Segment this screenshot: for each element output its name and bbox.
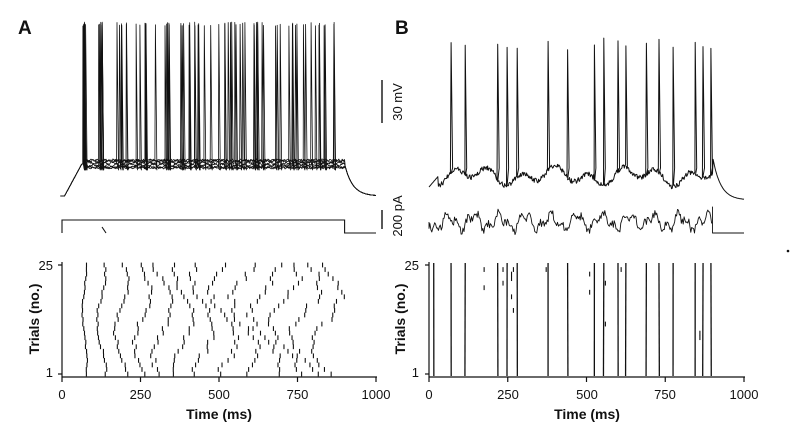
panel-b-axes: 25 1 0 250 500 750 1000 Time (ms) Trials… bbox=[392, 258, 758, 422]
noise-current-line bbox=[428, 206, 744, 236]
panel-a-xtick-250: 250 bbox=[130, 387, 152, 402]
voltage-trace-line bbox=[60, 21, 376, 197]
voltage-scale-label: 30 mV bbox=[390, 83, 405, 121]
panel-b-xtick-250: 250 bbox=[497, 387, 519, 402]
panel-a-stimulus-trace bbox=[61, 219, 376, 234]
panel-a-xtick-0: 0 bbox=[58, 387, 65, 402]
panel-b-voltage-trace bbox=[428, 37, 745, 200]
voltage-scale-bar: 30 mV bbox=[381, 80, 405, 123]
panel-a-ylabel: Trials (no.) bbox=[26, 284, 42, 355]
panel-a-label: A bbox=[18, 18, 32, 39]
panel-b-ytick-25: 25 bbox=[405, 258, 419, 273]
panel-a-ytick-1: 1 bbox=[46, 365, 53, 380]
panel-a-raster bbox=[81, 262, 345, 377]
panel-b-xtick-0: 0 bbox=[425, 387, 432, 402]
arrow-mark bbox=[101, 226, 107, 234]
current-scale-label: 200 pA bbox=[390, 195, 405, 237]
step-current-line bbox=[61, 219, 376, 234]
panel-b-xlabel: Time (ms) bbox=[554, 406, 620, 422]
panel-a-xtick-1000: 1000 bbox=[362, 387, 391, 402]
panel-b-ytick-1: 1 bbox=[412, 365, 419, 380]
panel-a-xtick-750: 750 bbox=[287, 387, 309, 402]
panel-b-raster bbox=[433, 262, 712, 377]
voltage-trace-line bbox=[428, 37, 745, 200]
panel-b-ylabel: Trials (no.) bbox=[392, 284, 408, 355]
panel-b-xtick-1000: 1000 bbox=[730, 387, 759, 402]
panel-a-xtick-500: 500 bbox=[208, 387, 230, 402]
panel-a-ytick-25: 25 bbox=[39, 258, 53, 273]
panel-b-label: B bbox=[395, 18, 409, 39]
panel-a-axes: 25 1 0 250 500 750 1000 Time (ms) Trials… bbox=[26, 258, 390, 422]
panel-b-xtick-500: 500 bbox=[576, 387, 598, 402]
current-scale-bar: 200 pA bbox=[381, 195, 405, 237]
panel-b-stimulus-trace bbox=[428, 206, 744, 236]
panel-b-xtick-750: 750 bbox=[654, 387, 676, 402]
panel-a-xlabel: Time (ms) bbox=[186, 406, 252, 422]
scan-speck bbox=[786, 249, 790, 253]
panel-a-voltage-trace bbox=[60, 21, 376, 197]
